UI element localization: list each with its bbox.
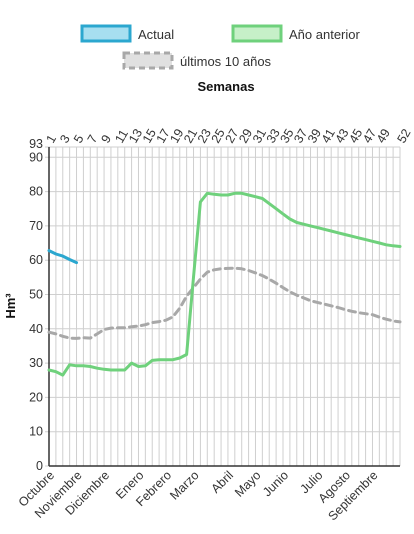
- x-top-tick-label: 47: [360, 126, 379, 145]
- legend-swatch: [80, 24, 132, 43]
- x-top-tick-label: 21: [181, 126, 200, 145]
- legend: Actual Año anterior últimos 10 años: [80, 24, 360, 70]
- y-tick-label: 30: [29, 356, 43, 370]
- x-top-tick-label: 37: [291, 126, 310, 145]
- y-tick-label: 80: [29, 185, 43, 199]
- legend-swatch: [122, 51, 174, 70]
- x-top-tick-label: 13: [126, 126, 145, 145]
- x-top-tick-label: 29: [236, 126, 255, 145]
- x-top-tick-label: 19: [167, 126, 186, 145]
- y-tick-label: 50: [29, 287, 43, 301]
- x-top-tick-label: 52: [394, 126, 413, 145]
- x-top-tick-label: 41: [319, 126, 338, 145]
- x-top-tick-label: 31: [250, 126, 269, 145]
- legend-swatch: [231, 24, 283, 43]
- x-month-label: Mayo: [232, 468, 264, 500]
- x-top-tick-label: 45: [346, 126, 365, 145]
- x-month-label: Abril: [208, 468, 236, 496]
- legend-label: Año anterior: [289, 27, 360, 42]
- x-top-axis-label: Semanas: [197, 79, 254, 94]
- series-line: [47, 266, 402, 340]
- x-top-tick-label: 39: [305, 126, 324, 145]
- x-month-label: Junio: [260, 468, 291, 499]
- legend-label: últimos 10 años: [180, 54, 272, 69]
- x-top-tick-label: 25: [209, 126, 228, 145]
- y-tick-label: 10: [29, 425, 43, 439]
- x-top-tick-label: 33: [264, 126, 283, 145]
- x-top-tick-labels: 1357911131517192123252729313335373941434…: [43, 126, 413, 145]
- y-tick-label: 60: [29, 253, 43, 267]
- x-month-label: Marzo: [167, 468, 201, 502]
- y-tick-label: 0: [36, 459, 43, 473]
- series-lines: [47, 191, 402, 377]
- y-tick-label: 90: [29, 150, 43, 164]
- grid: [45, 146, 401, 467]
- x-top-tick-label: 49: [374, 126, 393, 145]
- x-top-tick-label: 27: [222, 126, 241, 145]
- x-top-tick-label: 43: [333, 126, 352, 145]
- x-top-tick-label: 11: [112, 127, 131, 145]
- series-line: [47, 191, 402, 377]
- y-tick-label: 40: [29, 322, 43, 336]
- x-top-tick-label: 23: [195, 126, 214, 145]
- x-top-tick-label: 17: [154, 126, 173, 145]
- x-top-tick-label: 35: [277, 126, 296, 145]
- y-tick-label: 20: [29, 390, 43, 404]
- legend-label: Actual: [138, 27, 174, 42]
- y-tick-label: 70: [29, 219, 43, 233]
- series-line: [47, 249, 78, 265]
- y-tick-label: 93: [29, 137, 43, 151]
- y-axis-label: Hm³: [3, 293, 18, 319]
- x-top-tick-label: 15: [140, 126, 159, 145]
